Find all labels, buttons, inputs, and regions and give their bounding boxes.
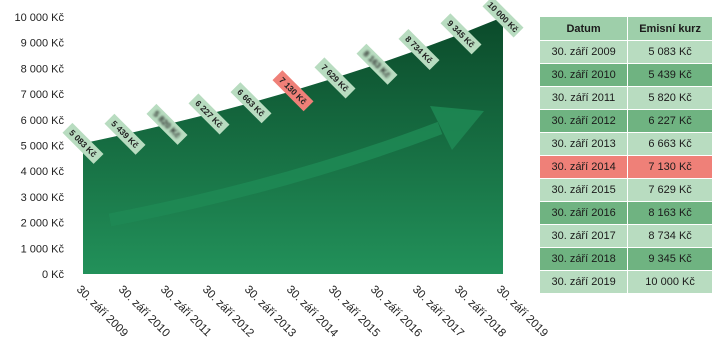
- date-cell: 30. září 2014: [538, 155, 629, 179]
- data-label-bg: [104, 113, 146, 155]
- date-cell: 30. září 2018: [538, 247, 629, 271]
- data-label-bg: [356, 43, 398, 85]
- data-label-bg: [272, 70, 314, 112]
- y-tick-label: 5 000 Kč: [21, 141, 65, 153]
- date-cell: 30. září 2016: [538, 201, 629, 225]
- trend-arrow-shaft: [108, 121, 443, 227]
- trend-arrow-head: [430, 106, 484, 150]
- date-cell: 30. září 2009: [538, 40, 629, 64]
- area-series: [83, 17, 503, 274]
- table-row: 30. září 2014 7 130 Kč: [538, 155, 713, 179]
- rate-cell: 6 227 Kč: [627, 109, 713, 133]
- rate-cell: 6 663 Kč: [627, 132, 713, 156]
- date-cell: 30. září 2010: [538, 63, 629, 87]
- table-row: 30. září 2016 8 163 Kč: [538, 201, 713, 225]
- y-tick-label: 10 000 Kč: [14, 12, 64, 24]
- y-tick-label: 1 000 Kč: [21, 243, 65, 255]
- y-tick-label: 0 Kč: [42, 269, 65, 281]
- rate-cell: 5 083 Kč: [627, 40, 713, 64]
- date-cell: 30. září 2019: [538, 270, 629, 294]
- table-row: 30. září 2011 5 820 Kč: [538, 86, 713, 110]
- data-label-bg: [188, 93, 230, 135]
- table-header-row: Datum Emisní kurz: [538, 16, 713, 41]
- table-row: 30. září 2010 5 439 Kč: [538, 63, 713, 87]
- data-label-bg: [62, 122, 104, 164]
- table-row: 30. září 2017 8 734 Kč: [538, 224, 713, 248]
- date-cell: 30. září 2012: [538, 109, 629, 133]
- table-row: 30. září 2015 7 629 Kč: [538, 178, 713, 202]
- rate-cell: 8 163 Kč: [627, 201, 713, 225]
- rate-cell: 8 734 Kč: [627, 224, 713, 248]
- data-labels: 5 083 Kč 5 439 Kč 5 820 Kč 6 227 Kč 6 663 Kč…: [62, 0, 524, 164]
- y-tick-label: 3 000 Kč: [21, 192, 65, 204]
- table-row: 30. září 2012 6 227 Kč: [538, 109, 713, 133]
- area-fill: [83, 17, 503, 274]
- table-row: 30. září 2009 5 083 Kč: [538, 40, 713, 64]
- date-cell: 30. září 2013: [538, 132, 629, 156]
- table-row: 30. září 2013 6 663 Kč: [538, 132, 713, 156]
- table-row: 30. září 2018 9 345 Kč: [538, 247, 713, 271]
- y-tick-label: 8 000 Kč: [21, 63, 65, 75]
- header-rate: Emisní kurz: [627, 16, 713, 41]
- data-label-bg: [230, 82, 272, 124]
- data-label-bg: [482, 0, 524, 38]
- trend-arrow: [108, 106, 484, 227]
- rate-cell: 7 629 Kč: [627, 178, 713, 202]
- header-date: Datum: [538, 16, 629, 41]
- rate-cell: 10 000 Kč: [627, 270, 713, 294]
- rate-cell: 9 345 Kč: [627, 247, 713, 271]
- emission-rate-table: Datum Emisní kurz 30. září 2009 5 083 Kč 3…: [538, 16, 713, 294]
- data-label-bg: [398, 29, 440, 71]
- y-tick-label: 4 000 Kč: [21, 166, 65, 178]
- data-label-bg: [146, 103, 188, 145]
- date-cell: 30. září 2015: [538, 178, 629, 202]
- y-tick-label: 6 000 Kč: [21, 115, 65, 127]
- table-row: 30. září 2019 10 000 Kč: [538, 270, 713, 294]
- table-body: 30. září 2009 5 083 Kč 30. září 2010 5 439 …: [538, 40, 713, 294]
- y-tick-label: 2 000 Kč: [21, 218, 65, 230]
- date-cell: 30. září 2017: [538, 224, 629, 248]
- data-label-bg: [440, 13, 482, 55]
- data-label-bg: [314, 57, 356, 99]
- y-tick-label: 9 000 Kč: [21, 38, 65, 50]
- rate-cell: 7 130 Kč: [627, 155, 713, 179]
- y-axis: 0 Kč 1 000 Kč 2 000 Kč 3 000 Kč 4 000 Kč 5 00…: [14, 12, 64, 281]
- rate-cell: 5 439 Kč: [627, 63, 713, 87]
- date-cell: 30. září 2011: [538, 86, 629, 110]
- rate-cell: 5 820 Kč: [627, 86, 713, 110]
- y-tick-label: 7 000 Kč: [21, 89, 65, 101]
